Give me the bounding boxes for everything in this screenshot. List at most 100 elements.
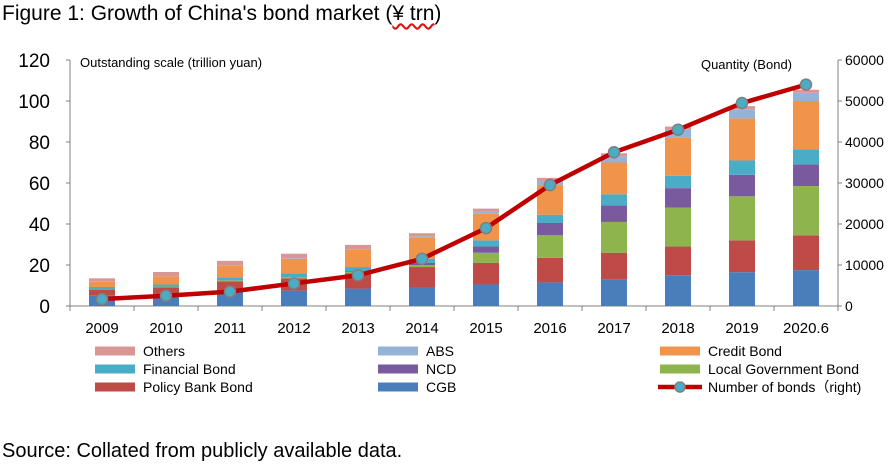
bar-segment	[473, 284, 499, 306]
bar-segment	[537, 282, 563, 306]
x-tick-label: 2016	[533, 320, 566, 337]
y-tick-label: 20	[29, 256, 50, 277]
y2-tick-label: 40000	[845, 134, 884, 150]
bar-segment	[665, 137, 691, 176]
chart-axes: 0 20 40 60 80 100 120 0 10000 20000 30000 40000 5000…	[18, 51, 884, 337]
bar-segment	[537, 235, 563, 258]
bar-segment	[665, 175, 691, 189]
y2-axis-title: Quantity (Bond)	[701, 57, 792, 72]
legend-label: Local Government Bond	[708, 361, 859, 377]
legend-swatch	[660, 364, 700, 374]
line-point	[671, 123, 685, 136]
y-tick-label: 80	[29, 133, 50, 154]
bar-segment	[601, 162, 627, 195]
bar-segment	[153, 284, 179, 287]
bar-segment	[89, 278, 115, 282]
x-tick-label: 2015	[469, 320, 502, 337]
legend-label: ABS	[426, 343, 454, 359]
y2-tick-label: 20000	[845, 216, 884, 232]
x-tick-label: 2013	[341, 320, 374, 337]
bond-market-chart: 0 20 40 60 80 100 120 0 10000 20000 30000 40000 5000…	[18, 51, 884, 395]
bar-segment	[281, 290, 307, 306]
bar-segment	[153, 276, 179, 285]
bar-segment	[217, 280, 243, 282]
bar-segment	[601, 279, 627, 306]
x-tick-label: 2017	[597, 320, 630, 337]
y-tick-label: 40	[29, 215, 50, 236]
bar-segment	[153, 271, 179, 277]
line-point	[415, 252, 429, 266]
legend-label: Others	[143, 343, 185, 359]
series-line	[101, 82, 807, 302]
bar-segment	[665, 275, 691, 306]
legend-line-marker	[674, 381, 686, 393]
bar-segment	[345, 249, 371, 250]
bar-segment	[729, 109, 755, 119]
y-tick-label: 100	[18, 92, 50, 113]
bar-segment	[793, 92, 819, 101]
bar-segment	[409, 287, 435, 306]
source-note: Source: Collated from publicly available…	[2, 440, 403, 462]
bar-segment	[345, 288, 371, 306]
legend-swatch	[95, 382, 135, 392]
x-tick-label: 2012	[277, 320, 310, 337]
bar-segment	[409, 233, 435, 237]
bar-segment	[217, 277, 243, 281]
bar-segment	[89, 289, 115, 296]
bar-segment	[409, 267, 435, 288]
bar-segment	[729, 196, 755, 241]
x-tick-label: 2010	[149, 320, 182, 337]
bar-segment	[345, 249, 371, 268]
line-point	[479, 221, 493, 235]
stacked-bars	[89, 89, 819, 306]
legend-swatch	[95, 346, 135, 356]
bar-segment	[793, 89, 819, 93]
bar-segment	[473, 208, 499, 212]
bar-segment	[601, 221, 627, 253]
bar-segment	[793, 164, 819, 187]
bar-segment	[217, 266, 243, 278]
y2-tick-label: 30000	[845, 175, 884, 191]
legend-label: CGB	[426, 379, 456, 395]
legend-label: Financial Bond	[143, 361, 236, 377]
bar-segment	[473, 240, 499, 247]
legend-swatch	[378, 346, 418, 356]
x-tick-label: 2019	[725, 320, 758, 337]
legend-swatch	[378, 382, 418, 392]
line-point	[223, 285, 237, 298]
y-tick-label: 120	[18, 51, 50, 72]
bar-segment	[729, 240, 755, 273]
legend-label: Number of bonds（right)	[708, 379, 861, 395]
bar-segment	[409, 265, 435, 268]
legend-label: Policy Bank Bond	[143, 379, 253, 395]
line-point	[95, 292, 109, 306]
line-point	[735, 96, 749, 110]
figure-title-suffix: )	[434, 2, 442, 25]
bar-segment	[473, 246, 499, 253]
y-tick-label: 60	[29, 174, 50, 195]
line-point	[159, 289, 173, 302]
figure-title: Figure 1: Growth of China's bond market …	[2, 2, 441, 26]
bar-segment	[281, 253, 307, 259]
bar-segment	[281, 273, 307, 278]
bar-segment	[729, 118, 755, 161]
bar-segment	[473, 211, 499, 214]
bar-segment	[793, 235, 819, 271]
bar-segment	[601, 252, 627, 280]
line-point	[351, 269, 365, 282]
y2-tick-label: 10000	[845, 257, 884, 273]
bond-count-line	[95, 78, 813, 306]
bar-segment	[217, 291, 243, 306]
legend-swatch	[378, 364, 418, 374]
bar-segment	[153, 286, 179, 288]
bar-segment	[537, 222, 563, 236]
bar-segment	[793, 186, 819, 236]
bar-segment	[601, 156, 627, 163]
line-point	[799, 78, 813, 91]
line-point	[543, 178, 557, 192]
legend-label: NCD	[426, 361, 456, 377]
figure-title-unit: ¥ trn	[392, 2, 435, 25]
bar-segment	[217, 260, 243, 266]
bar-segment	[729, 160, 755, 175]
bar-segment	[473, 252, 499, 263]
